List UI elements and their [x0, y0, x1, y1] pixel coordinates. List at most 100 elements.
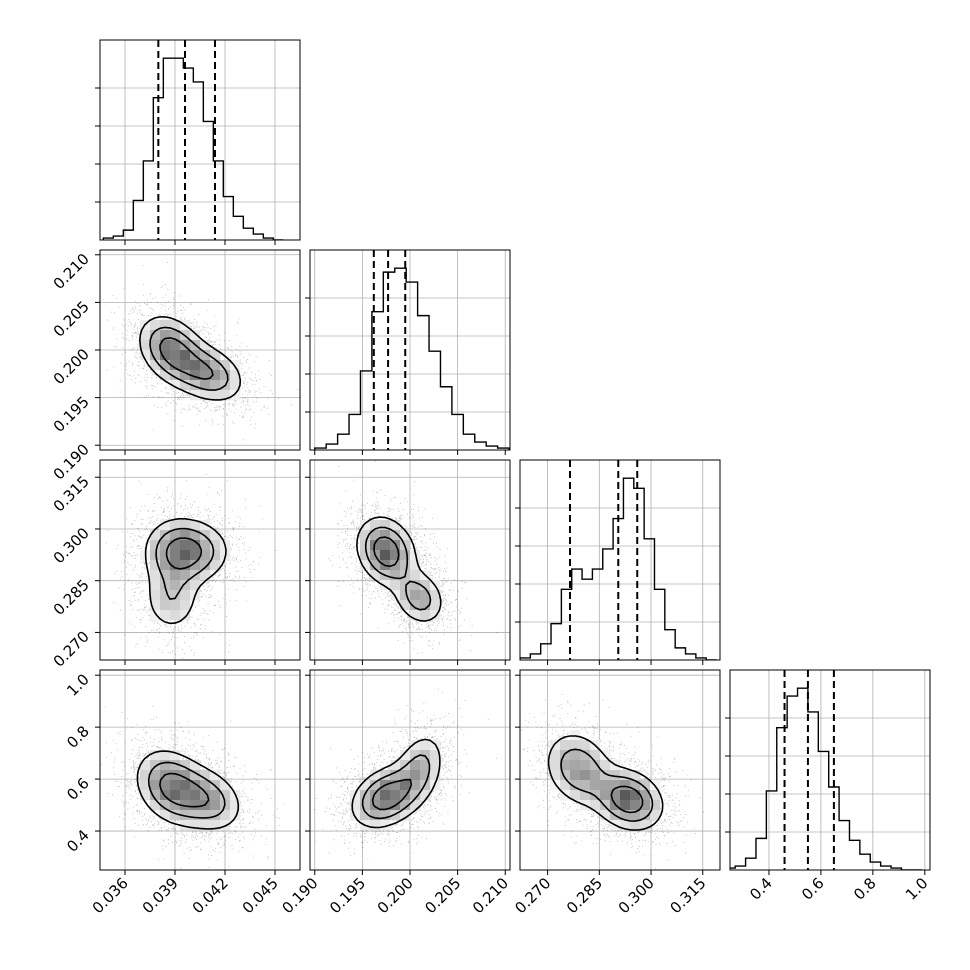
density-cell	[570, 780, 581, 791]
density-cell	[370, 570, 381, 581]
density-cell	[200, 340, 211, 351]
contour-level-1	[144, 517, 227, 625]
density-cell	[170, 560, 181, 571]
y-tick-label: 0.270	[50, 628, 93, 671]
y-tick-label: 1.0	[63, 670, 93, 700]
density-cell	[150, 760, 161, 771]
histogram-bars	[520, 477, 717, 660]
density-cell	[590, 800, 601, 811]
density-cell	[410, 580, 421, 591]
contour-level-1	[139, 316, 242, 401]
density-cell	[420, 760, 431, 771]
density-cell	[210, 810, 221, 821]
x-tick-label: 0.045	[239, 874, 282, 917]
density-cell	[150, 330, 161, 341]
density-cell	[600, 770, 611, 781]
density-cell	[390, 570, 401, 581]
density-cell	[390, 770, 401, 781]
x-tick-label: 0.210	[469, 874, 512, 917]
density-cell	[410, 590, 421, 601]
x-tick-label: 0.205	[421, 874, 464, 917]
density-cell	[210, 770, 221, 781]
panel-frame	[99, 459, 301, 661]
contour-level-2	[155, 527, 215, 600]
y-tick-label: 0.300	[50, 524, 93, 567]
density-cell	[580, 760, 591, 771]
x-tick-label: 0.200	[374, 874, 417, 917]
density-cell	[170, 590, 181, 601]
density-cell	[570, 760, 581, 771]
joint-panel-1-3: 0.190 0.195 0.200 0.205 0.210	[278, 669, 512, 917]
density-cell	[160, 570, 171, 581]
x-tick-label: 0.270	[511, 874, 554, 917]
density-cell	[230, 360, 241, 371]
density-cell	[600, 760, 611, 771]
contour-level-3	[610, 785, 644, 814]
density-cell	[140, 780, 151, 791]
density-cell	[170, 750, 181, 761]
density-cell	[190, 810, 201, 821]
density-cell	[640, 810, 651, 821]
density-cell	[400, 560, 411, 571]
density-cell	[630, 770, 641, 781]
panel-frame	[99, 669, 301, 871]
contour-level-3	[371, 778, 413, 811]
density-cell	[210, 820, 221, 831]
panel-content	[105, 474, 276, 659]
histogram-bars	[730, 687, 923, 870]
density-cell	[230, 380, 241, 391]
density-cell	[580, 770, 591, 781]
contour-level-1	[356, 516, 442, 622]
x-tick-label: 0.042	[189, 874, 232, 917]
density-cell	[180, 760, 191, 771]
density-cell	[230, 390, 241, 401]
histogram-panel-0	[95, 39, 301, 245]
density-cell	[140, 770, 151, 781]
density-cell	[160, 800, 171, 811]
density-cell	[620, 770, 631, 781]
density-cell	[380, 810, 391, 821]
y-tick-label: 0.200	[50, 345, 93, 388]
density-cell	[180, 580, 191, 591]
density-cell	[190, 780, 201, 791]
density-cell	[210, 800, 221, 811]
density-cell	[180, 600, 191, 611]
density-cell	[630, 810, 641, 821]
density-cell	[190, 520, 201, 531]
x-tick-label: 0.4	[746, 874, 776, 904]
histogram-bars	[102, 57, 284, 240]
density-cell	[430, 600, 441, 611]
density-cell	[190, 360, 201, 371]
panel-content	[100, 262, 299, 441]
x-tick-label: 0.190	[278, 874, 321, 917]
density-cell	[380, 520, 391, 531]
density-cell	[210, 370, 221, 381]
density-cell	[400, 550, 411, 561]
density-cell	[150, 580, 161, 591]
density-cell	[370, 780, 381, 791]
panel-frame	[99, 39, 301, 241]
density-cell	[170, 380, 181, 391]
density-cell	[190, 770, 201, 781]
density-cell	[190, 580, 201, 591]
y-tick-label: 0.190	[50, 440, 93, 483]
density-cell	[180, 380, 191, 391]
density-cell	[180, 820, 191, 831]
density-cell	[410, 610, 421, 621]
density-cell	[140, 330, 151, 341]
density-cell	[190, 380, 201, 391]
density-cell	[180, 810, 191, 821]
density-cell	[180, 570, 191, 581]
density-cell	[390, 530, 401, 541]
x-tick-label: 0.285	[563, 874, 606, 917]
density-cell	[210, 380, 221, 391]
contour-level-1	[136, 750, 240, 830]
density-cell	[400, 530, 411, 541]
density-cell	[630, 820, 641, 831]
panel-frame	[519, 459, 721, 661]
density-cell	[650, 810, 661, 821]
density-cell	[150, 780, 161, 791]
density-cell	[150, 360, 161, 371]
density-cell	[230, 810, 241, 821]
